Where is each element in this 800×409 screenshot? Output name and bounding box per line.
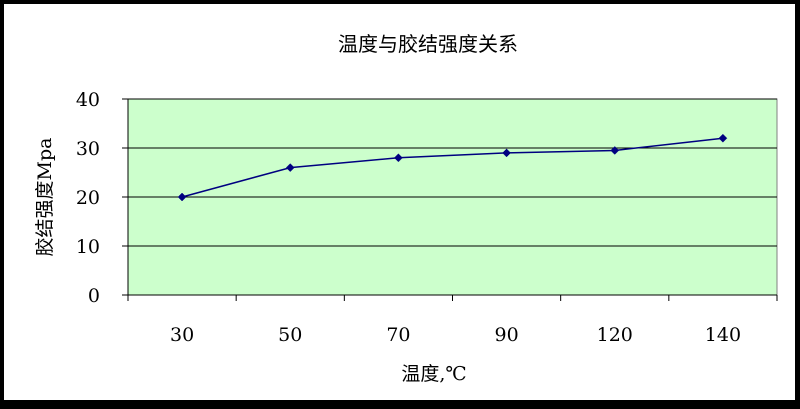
data-point-marker [610,146,620,155]
chart-title: 温度与胶结强度关系 [338,32,518,56]
x-tick-label: 30 [170,324,194,346]
y-tick-label: 20 [76,187,100,209]
series-line [177,133,728,202]
x-tick-labels: 30 50 70 90 120 140 [170,324,741,346]
chart-frame: 温度与胶结强度关系 0 10 20 30 40 30 50 70 90 120 140 温度,℃ … [4,4,795,400]
data-point-marker [177,192,187,202]
y-tick-label: 30 [76,138,100,160]
y-tick-label: 40 [76,89,100,111]
data-point-marker [502,148,511,158]
x-tick-label: 140 [705,324,741,346]
x-axis-label: 温度,℃ [401,363,466,385]
y-axis-label: 胶结强度Mpa [34,138,56,257]
series-polyline [181,137,724,198]
x-tick-label: 90 [494,324,518,346]
gridlines [128,98,777,247]
data-point-marker [394,153,403,163]
y-tick-label: 10 [76,236,100,258]
axes [122,98,778,301]
data-point-marker [285,163,295,172]
y-tick-label: 0 [88,285,100,307]
y-tick-labels: 0 10 20 30 40 [76,89,100,307]
data-point-marker [718,133,728,143]
x-tick-label: 50 [278,324,302,346]
x-tick-label: 70 [386,324,410,346]
x-tick-label: 120 [597,324,633,346]
